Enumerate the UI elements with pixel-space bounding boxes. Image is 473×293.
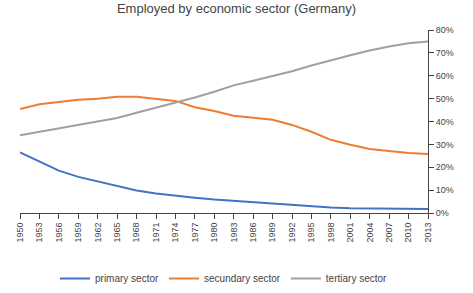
svg-text:20%: 20% <box>436 162 454 172</box>
svg-text:30%: 30% <box>436 140 454 150</box>
svg-text:1968: 1968 <box>131 223 141 243</box>
svg-text:1974: 1974 <box>170 223 180 243</box>
svg-text:tertiary sector: tertiary sector <box>326 273 387 284</box>
svg-text:1989: 1989 <box>267 223 277 243</box>
svg-text:1959: 1959 <box>73 223 83 243</box>
svg-text:10%: 10% <box>436 185 454 195</box>
svg-text:1962: 1962 <box>93 223 103 243</box>
svg-text:40%: 40% <box>436 117 454 127</box>
svg-text:1980: 1980 <box>209 223 219 243</box>
svg-text:2010: 2010 <box>403 223 413 243</box>
svg-text:secundary sector: secundary sector <box>204 273 281 284</box>
svg-text:1986: 1986 <box>248 223 258 243</box>
svg-text:1992: 1992 <box>287 223 297 243</box>
svg-text:2001: 2001 <box>345 223 355 243</box>
svg-text:1983: 1983 <box>229 223 239 243</box>
svg-text:1998: 1998 <box>326 223 336 243</box>
svg-text:50%: 50% <box>436 94 454 104</box>
svg-text:Employed by economic sector (G: Employed by economic sector (Germany) <box>117 1 356 16</box>
svg-text:1965: 1965 <box>112 223 122 243</box>
svg-text:1995: 1995 <box>306 223 316 243</box>
svg-text:0%: 0% <box>436 208 449 218</box>
svg-text:60%: 60% <box>436 71 454 81</box>
svg-text:1956: 1956 <box>54 223 64 243</box>
svg-text:1953: 1953 <box>34 223 44 243</box>
svg-text:1971: 1971 <box>151 223 161 243</box>
svg-text:primary sector: primary sector <box>95 273 159 284</box>
svg-text:2004: 2004 <box>365 223 375 243</box>
svg-text:1950: 1950 <box>15 223 25 243</box>
svg-text:80%: 80% <box>436 25 454 35</box>
svg-text:1977: 1977 <box>190 223 200 243</box>
svg-text:2007: 2007 <box>384 223 394 243</box>
svg-text:70%: 70% <box>436 48 454 58</box>
svg-text:2013: 2013 <box>423 223 433 243</box>
